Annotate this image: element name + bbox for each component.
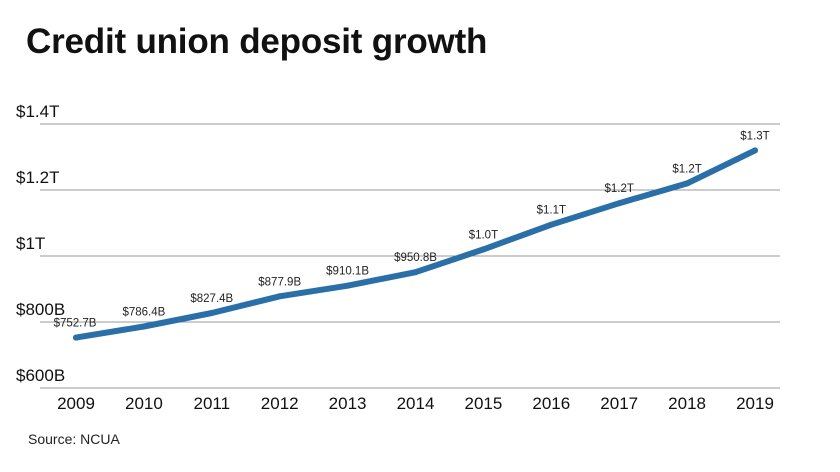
- data-label: $752.7B: [54, 318, 97, 330]
- data-label: $827.4B: [190, 293, 233, 305]
- series-deposits: [73, 147, 758, 341]
- data-point: [73, 334, 79, 341]
- source-note: Source: NCUA: [28, 431, 120, 447]
- y-tick-label: $800B: [16, 300, 65, 319]
- data-label: $910.1B: [326, 266, 369, 278]
- data-point: [276, 293, 283, 300]
- x-tick-label: 2011: [194, 394, 231, 413]
- series-line: [73, 147, 758, 341]
- data-point: [684, 180, 691, 187]
- x-tick-label: 2012: [261, 394, 299, 413]
- data-label: $1.2T: [672, 163, 701, 175]
- x-tick-label: 2010: [125, 394, 163, 413]
- x-tick-label: 2015: [464, 394, 502, 413]
- data-label: $1.1T: [537, 205, 566, 217]
- x-tick-label: 2013: [329, 394, 367, 413]
- data-point: [548, 221, 555, 228]
- data-label: $877.9B: [258, 276, 301, 288]
- y-tick-label: $600B: [16, 366, 65, 385]
- data-point: [344, 282, 351, 289]
- y-tick-label: $1T: [16, 234, 45, 253]
- chart-title: Credit union deposit growth: [26, 22, 488, 61]
- x-tick-label: 2016: [532, 394, 570, 413]
- data-label: $950.8B: [394, 252, 437, 264]
- data-point: [140, 323, 147, 330]
- x-axis: 2009 2010 2011 2012 2013 2014 2015 2016 2017 2018…: [57, 394, 774, 413]
- x-tick-label: 2017: [600, 394, 638, 413]
- x-tick-label: 2018: [668, 394, 706, 413]
- y-axis: $600B $800B $1T $1.2T $1.4T: [16, 102, 65, 385]
- data-point: [412, 269, 419, 276]
- data-label: $1.0T: [469, 229, 498, 241]
- data-labels: $752.7B $786.4B $827.4B $877.9B $910.1B $950.…: [54, 130, 770, 329]
- data-point: [208, 309, 215, 316]
- data-point: [616, 200, 623, 207]
- data-point: [752, 147, 758, 154]
- x-tick-label: 2009: [57, 394, 95, 413]
- data-label: $1.2T: [604, 183, 633, 195]
- data-point: [480, 246, 487, 253]
- data-label: $1.3T: [740, 130, 769, 142]
- data-label: $786.4B: [122, 306, 165, 318]
- y-tick-label: $1.4T: [16, 102, 59, 121]
- x-tick-label: 2019: [736, 394, 774, 413]
- y-tick-label: $1.2T: [16, 168, 59, 187]
- x-tick-label: 2014: [397, 394, 435, 413]
